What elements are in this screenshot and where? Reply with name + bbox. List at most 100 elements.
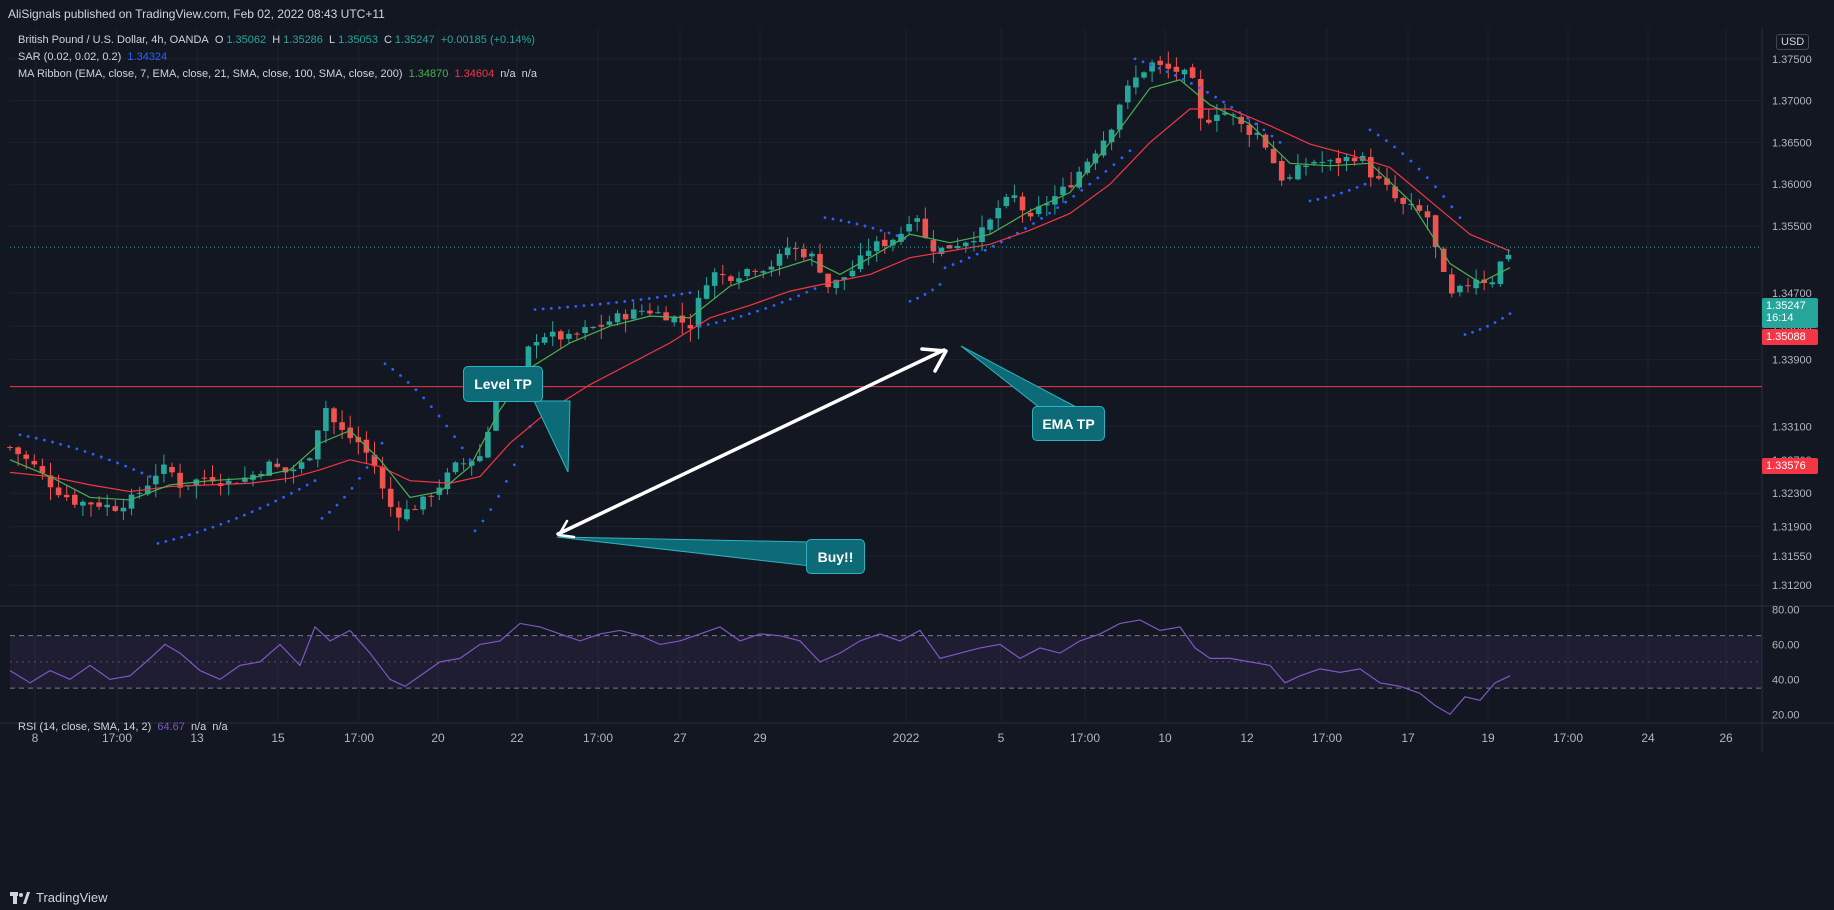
candle-body bbox=[1133, 77, 1139, 88]
sar-dot bbox=[460, 446, 464, 450]
candle-body bbox=[128, 494, 135, 509]
last-price-tag: 1.35247 16:14 bbox=[1762, 298, 1818, 328]
sar-dot bbox=[566, 305, 570, 309]
sar-dot bbox=[797, 294, 800, 298]
legend-ma-v1: 1.34870 bbox=[408, 68, 449, 80]
currency-button[interactable]: USD bbox=[1776, 34, 1810, 50]
sar-dot bbox=[1133, 57, 1137, 61]
legend-ma-label: MA Ribbon (EMA, close, 7, EMA, close, 21… bbox=[18, 68, 403, 80]
trade-arrow-shaft bbox=[556, 348, 946, 536]
y-tick-label: 1.33900 bbox=[1772, 355, 1812, 367]
legend-sar[interactable]: SAR (0.02, 0.02, 0.2) 1.34324 bbox=[18, 51, 170, 63]
legend-symbol[interactable]: British Pound / U.S. Dollar, 4h, OANDA bbox=[18, 34, 209, 46]
candle-body bbox=[444, 472, 451, 490]
sar-dot bbox=[445, 424, 449, 428]
candlestick-series bbox=[7, 51, 1512, 531]
sar-dot bbox=[541, 307, 545, 311]
sar-dot bbox=[813, 287, 817, 291]
x-tick-label: 17:00 bbox=[583, 731, 613, 745]
sar-dot bbox=[358, 476, 361, 480]
legend-rsi[interactable]: RSI (14, close, SMA, 14, 2) 64.67 n/a n/… bbox=[18, 721, 231, 733]
sar-dot bbox=[1417, 167, 1421, 171]
legend-ma-v4: n/a bbox=[521, 68, 537, 80]
sar-dot bbox=[422, 396, 426, 400]
candle-body bbox=[1351, 157, 1358, 162]
candle-body bbox=[1270, 148, 1277, 164]
sar-dot bbox=[83, 450, 87, 453]
candle-body bbox=[533, 342, 540, 346]
legend-ma-ribbon[interactable]: MA Ribbon (EMA, close, 7, EMA, close, 21… bbox=[18, 68, 540, 80]
chart-canvas[interactable]: 1.37500 1.37000 1.36500 1.36000 1.35500 1.347… bbox=[0, 28, 1834, 882]
candle-body bbox=[1116, 104, 1123, 130]
sar-dot bbox=[788, 297, 792, 301]
sar-dot bbox=[747, 312, 751, 316]
candle-body bbox=[679, 315, 686, 323]
sar-dot bbox=[706, 323, 710, 326]
trade-arrow-tail bbox=[557, 519, 576, 539]
last-price-value: 1.35247 bbox=[1766, 300, 1806, 312]
sar-dot bbox=[855, 222, 859, 226]
candle-body bbox=[477, 456, 483, 462]
candle-body bbox=[1416, 205, 1423, 211]
candle-body bbox=[922, 218, 929, 238]
y-tick-label: 1.31200 bbox=[1772, 580, 1812, 592]
sar-dot bbox=[235, 516, 238, 520]
level-price-value: 1.33576 bbox=[1766, 460, 1806, 472]
sar-dot bbox=[558, 306, 561, 310]
sar-dot bbox=[91, 452, 95, 456]
candle-body bbox=[1408, 203, 1415, 205]
overlay-drawings bbox=[10, 246, 1762, 567]
sar-dot bbox=[313, 479, 317, 483]
ema-slow-line bbox=[9, 108, 1511, 493]
callout-buy[interactable]: Buy!! bbox=[806, 539, 865, 574]
sar-dot bbox=[1262, 128, 1266, 132]
candle-body bbox=[841, 277, 848, 280]
candle-body bbox=[865, 250, 872, 256]
candle-body bbox=[873, 241, 880, 252]
publisher-text: AliSignals published on TradingView.com,… bbox=[8, 7, 385, 21]
candle-body bbox=[882, 239, 888, 247]
candle-body bbox=[630, 309, 637, 319]
candle-body bbox=[298, 462, 305, 469]
callout-level-tp[interactable]: Level TP bbox=[463, 366, 543, 402]
candle-body bbox=[1432, 215, 1439, 248]
candle-body bbox=[703, 285, 710, 299]
candle-body bbox=[1060, 186, 1066, 195]
tradingview-logo[interactable]: TradingView bbox=[10, 890, 108, 905]
candle-body bbox=[387, 488, 394, 507]
candle-body bbox=[274, 463, 281, 467]
callout-ema-tp[interactable]: EMA TP bbox=[1032, 406, 1105, 441]
candle-body bbox=[39, 466, 46, 474]
candle-body bbox=[1489, 282, 1496, 285]
sar-dot bbox=[756, 309, 759, 313]
candle-body bbox=[979, 227, 985, 243]
sar-dot bbox=[871, 226, 875, 230]
x-tick-label: 27 bbox=[673, 731, 687, 745]
x-tick-label: 5 bbox=[998, 731, 1005, 745]
candle-body bbox=[857, 255, 864, 270]
sar-dot bbox=[18, 433, 22, 437]
candle-body bbox=[1197, 78, 1204, 119]
candle-body bbox=[1206, 119, 1212, 123]
candle-body bbox=[728, 276, 734, 281]
candle-body bbox=[1027, 212, 1034, 217]
sar-dot bbox=[574, 304, 578, 308]
sar-dot bbox=[1024, 226, 1027, 230]
candle-body bbox=[736, 278, 742, 283]
sar-dot bbox=[1198, 86, 1201, 90]
sar-dot bbox=[967, 256, 971, 260]
candle-body bbox=[201, 477, 208, 479]
sar-dot bbox=[67, 445, 71, 448]
sar-dot bbox=[274, 499, 278, 503]
legend-h-label: H bbox=[272, 34, 281, 46]
sar-dot bbox=[1040, 216, 1043, 220]
legend-rsi-v3: n/a bbox=[212, 721, 228, 733]
sar-dot bbox=[1493, 321, 1497, 324]
candle-body bbox=[1400, 197, 1406, 204]
sar-dot bbox=[1141, 60, 1145, 64]
sar-dot bbox=[1508, 312, 1512, 316]
candle-body bbox=[1278, 161, 1285, 181]
sar-dot bbox=[598, 302, 602, 306]
sar-dot bbox=[639, 298, 643, 301]
candle-body bbox=[1011, 195, 1018, 198]
